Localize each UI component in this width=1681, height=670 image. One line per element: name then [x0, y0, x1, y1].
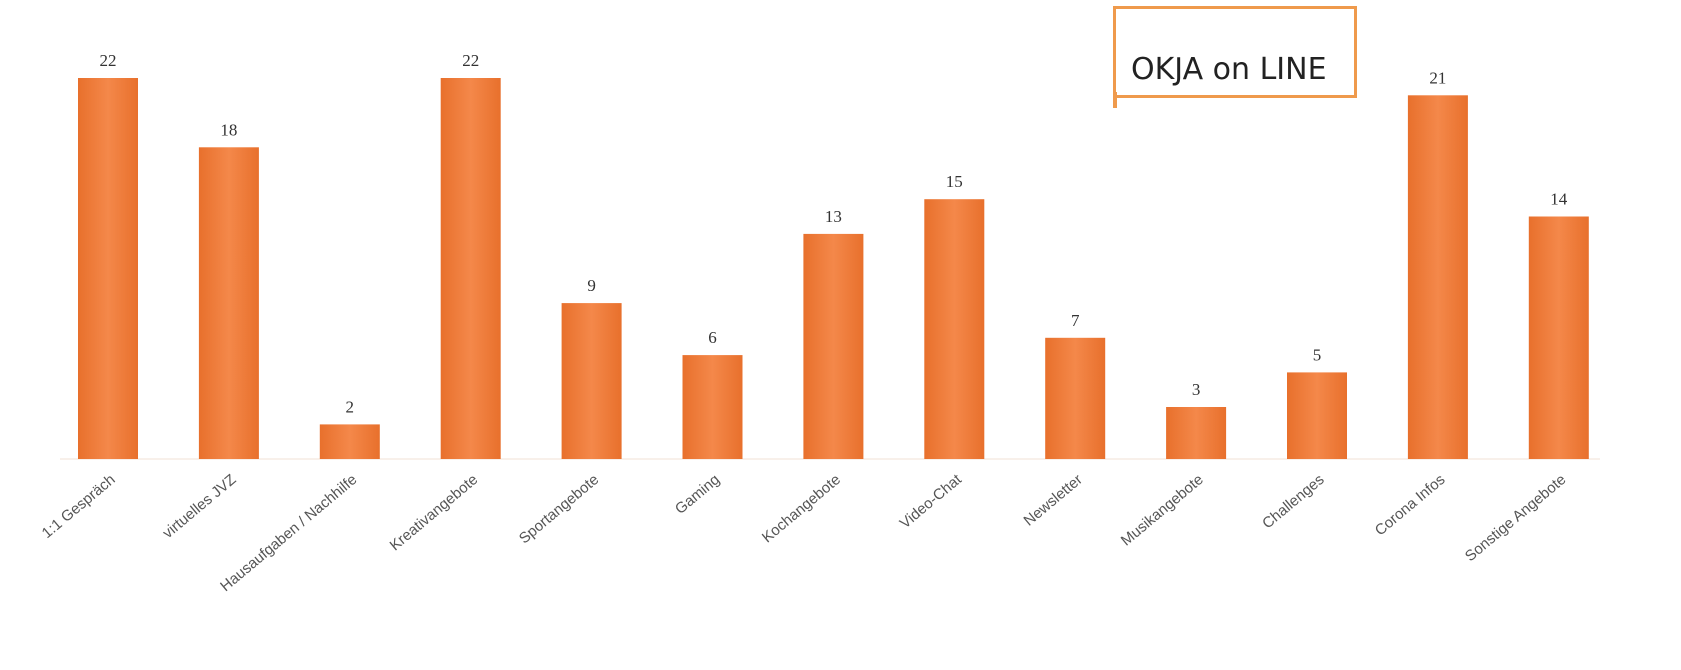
- data-label: 18: [220, 120, 237, 139]
- data-label: 13: [825, 207, 842, 226]
- category-tick-label: Gaming: [672, 471, 723, 518]
- bar: [319, 424, 380, 459]
- data-label: 6: [708, 328, 717, 347]
- category-tick-label: Video-Chat: [897, 471, 966, 533]
- bar: [440, 78, 501, 459]
- category-tick-label: Kochangebote: [759, 471, 844, 546]
- chart-title-box: OKJA on LINE: [1113, 6, 1357, 98]
- category-tick-label: Sonstige Angebote: [1462, 471, 1569, 565]
- data-label: 22: [100, 51, 117, 70]
- category-tick-label: virtuelles JVZ: [160, 471, 240, 542]
- data-label: 7: [1071, 311, 1080, 330]
- data-label: 2: [346, 397, 355, 416]
- data-label: 14: [1550, 190, 1568, 209]
- category-tick-label: Hausaufgaben / Nachhilfe: [217, 471, 360, 595]
- bar: [198, 147, 259, 460]
- chart-title: OKJA on LINE: [1131, 52, 1327, 87]
- bar: [1407, 95, 1468, 460]
- bar: [803, 233, 864, 459]
- data-label: 22: [462, 51, 479, 70]
- bar: [1166, 407, 1227, 459]
- category-tick-label: Musikangebote: [1118, 471, 1207, 549]
- bar: [1528, 216, 1589, 459]
- data-label: 21: [1429, 68, 1446, 87]
- data-label: 3: [1192, 380, 1201, 399]
- bar: [561, 303, 622, 459]
- category-tick-label: Corona Infos: [1372, 471, 1449, 539]
- data-label: 9: [587, 276, 596, 295]
- category-tick-label: 1:1 Gespräch: [39, 471, 119, 542]
- bar: [1287, 372, 1347, 459]
- category-tick-label: Sportangebote: [516, 471, 602, 547]
- bar: [1045, 337, 1106, 459]
- bar: [78, 78, 138, 459]
- category-tick-label: Newsletter: [1021, 471, 1086, 530]
- data-label: 5: [1313, 345, 1322, 364]
- bar: [924, 199, 985, 459]
- category-tick-label: Challenges: [1259, 471, 1327, 532]
- data-label: 15: [946, 172, 963, 191]
- bar: [682, 355, 743, 459]
- category-tick-label: Kreativangebote: [387, 471, 482, 554]
- title-box-accent: [1113, 92, 1117, 108]
